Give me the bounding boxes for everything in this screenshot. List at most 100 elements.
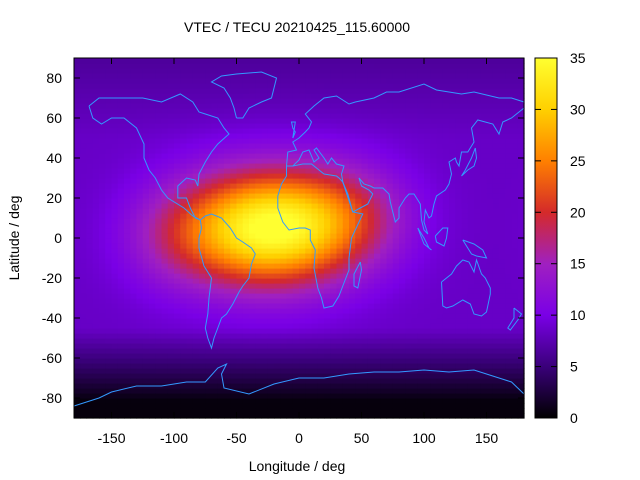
heat-cell bbox=[92, 353, 100, 359]
heat-cell bbox=[105, 298, 113, 304]
heat-cell bbox=[286, 88, 294, 94]
heat-cell bbox=[161, 298, 169, 304]
heat-cell bbox=[142, 253, 150, 259]
heat-cell bbox=[386, 388, 394, 394]
heat-cell bbox=[105, 378, 113, 384]
heat-cell bbox=[299, 108, 306, 114]
heat-cell bbox=[324, 118, 331, 124]
heat-cell bbox=[411, 188, 419, 194]
heat-cell bbox=[299, 408, 306, 414]
heat-cell bbox=[192, 363, 200, 369]
heat-cell bbox=[392, 278, 400, 284]
heat-cell bbox=[436, 108, 444, 114]
heat-cell bbox=[180, 183, 188, 189]
heat-cell bbox=[192, 223, 200, 229]
heat-cell bbox=[499, 293, 506, 299]
heat-cell bbox=[74, 183, 81, 189]
heat-cell bbox=[211, 143, 219, 149]
heat-cell bbox=[361, 193, 369, 199]
heat-cell bbox=[430, 323, 438, 329]
heat-cell bbox=[317, 333, 325, 339]
heat-cell bbox=[249, 58, 256, 64]
heat-cell bbox=[280, 213, 288, 219]
heat-cell bbox=[349, 58, 356, 64]
heat-cell bbox=[324, 228, 331, 234]
heat-cell bbox=[355, 63, 363, 69]
heat-cell bbox=[424, 228, 431, 234]
heat-cell bbox=[330, 73, 338, 79]
heat-cell bbox=[249, 68, 256, 74]
heat-cell bbox=[380, 158, 388, 164]
heat-cell bbox=[405, 113, 413, 119]
heat-cell bbox=[199, 263, 206, 269]
heat-cell bbox=[80, 318, 88, 324]
heat-cell bbox=[461, 303, 469, 309]
heat-cell bbox=[455, 363, 463, 369]
heat-cell bbox=[374, 118, 381, 124]
heat-cell bbox=[430, 123, 438, 129]
heat-cell bbox=[311, 313, 319, 319]
heat-cell bbox=[486, 133, 494, 139]
heat-cell bbox=[299, 183, 306, 189]
heat-cell bbox=[192, 218, 200, 224]
heat-cell bbox=[261, 203, 269, 209]
heat-cell bbox=[286, 293, 294, 299]
heat-cell bbox=[211, 63, 219, 69]
heat-cell bbox=[492, 303, 500, 309]
heat-cell bbox=[499, 403, 506, 409]
heat-cell bbox=[505, 348, 513, 354]
heat-cell bbox=[355, 113, 363, 119]
heat-cell bbox=[317, 58, 325, 64]
heat-cell bbox=[180, 348, 188, 354]
heat-cell bbox=[249, 278, 256, 284]
heat-cell bbox=[205, 213, 213, 219]
heat-cell bbox=[399, 68, 406, 74]
heat-cell bbox=[199, 398, 206, 404]
heat-cell bbox=[86, 168, 94, 174]
heat-cell bbox=[99, 253, 106, 259]
heat-cell bbox=[461, 63, 469, 69]
heat-cell bbox=[442, 93, 450, 99]
heat-cell bbox=[167, 263, 175, 269]
heat-cell bbox=[217, 88, 225, 94]
heat-cell bbox=[117, 398, 125, 404]
heat-cell bbox=[430, 218, 438, 224]
heat-cell bbox=[186, 263, 194, 269]
heat-cell bbox=[455, 403, 463, 409]
heat-cell bbox=[380, 383, 388, 389]
heat-cell bbox=[449, 118, 456, 124]
heat-cell bbox=[267, 153, 275, 159]
heat-cell bbox=[467, 338, 475, 344]
heat-cell bbox=[299, 178, 306, 184]
heat-cell bbox=[392, 348, 400, 354]
heat-cell bbox=[405, 398, 413, 404]
heat-cell bbox=[155, 328, 163, 334]
heat-cell bbox=[324, 238, 331, 244]
heat-cell bbox=[380, 223, 388, 229]
heat-cell bbox=[255, 83, 263, 89]
heat-cell bbox=[205, 228, 213, 234]
heat-cell bbox=[424, 408, 431, 414]
heat-cell bbox=[136, 253, 144, 259]
heat-cell bbox=[324, 203, 331, 209]
heat-cell bbox=[80, 378, 88, 384]
heat-cell bbox=[280, 78, 288, 84]
heat-cell bbox=[161, 288, 169, 294]
heat-cell bbox=[142, 373, 150, 379]
heat-cell bbox=[230, 143, 238, 149]
heat-cell bbox=[167, 158, 175, 164]
heat-cell bbox=[274, 248, 281, 254]
heat-cell bbox=[455, 123, 463, 129]
heat-cell bbox=[292, 238, 300, 244]
heat-cell bbox=[386, 153, 394, 159]
heat-cell bbox=[299, 288, 306, 294]
heat-cell bbox=[442, 98, 450, 104]
heat-cell bbox=[255, 103, 263, 109]
heat-cell bbox=[467, 83, 475, 89]
heat-cell bbox=[80, 113, 88, 119]
heat-cell bbox=[124, 243, 131, 249]
heat-cell bbox=[117, 183, 125, 189]
heat-cell bbox=[124, 218, 131, 224]
heat-cell bbox=[480, 393, 488, 399]
heat-cell bbox=[192, 288, 200, 294]
